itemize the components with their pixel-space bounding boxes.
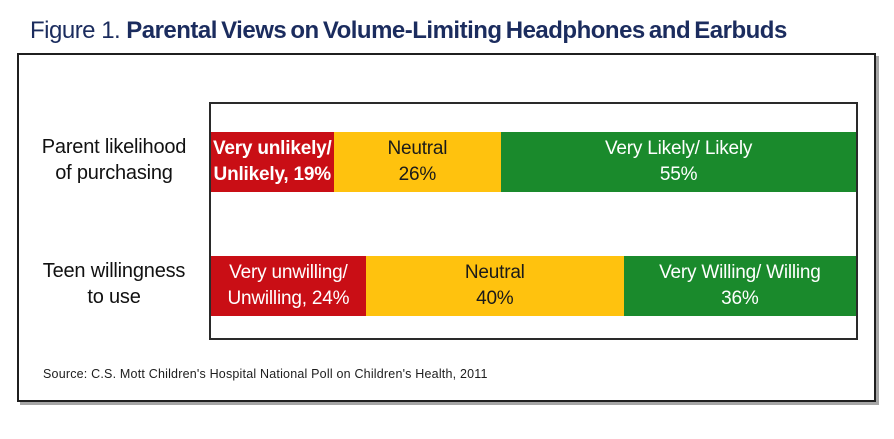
bar-segment-neutral: Neutral 26% [333,132,502,192]
bar-segment-negative: Very unlikely/Unlikely, 19% [211,132,334,192]
segment-label-line: Very Likely/ Likely [605,137,753,159]
category-label-line: to use [87,286,141,308]
figure-label: Figure 1. [30,17,121,44]
category-label: Parent likelihood of purchasing [23,130,205,190]
category-label-line: Teen willingness [42,259,186,282]
bar-segment-negative: Very unwilling/Unwilling, 24% [211,256,366,316]
category-label-line: of purchasing [55,162,173,184]
segment-label-line: Very Willing/ Willing [659,261,821,283]
segment-label-line: Very unlikely/ [212,137,332,159]
source-note: Source: C.S. Mott Children's Hospital Na… [43,367,488,381]
chart-frame: Parent likelihood of purchasing Teen willi… [17,53,876,402]
segment-label-line: Unlikely, 19% [213,164,332,185]
bar-segment-positive: Very Willing/ Willing 36% [623,256,856,316]
segment-label-line: Unwilling, 24% [227,288,350,309]
plot-area: Very unlikely/Unlikely, 19% Neutral 26% Ver… [209,102,858,340]
segment-label-line: 26% [398,164,437,185]
segment-label-line: Neutral [387,137,448,159]
segment-label-line: 40% [476,288,514,309]
segment-label-line: 36% [721,288,759,309]
bar-segment-neutral: Neutral 40% [365,256,624,316]
category-label: Teen willingness to use [23,254,205,314]
bar-segment-positive: Very Likely/ Likely 55% [501,132,856,192]
bar-row: Very unlikely/Unlikely, 19% Neutral 26% Ver… [211,132,856,192]
category-label-line: Parent likelihood [41,135,187,158]
segment-label-line: 55% [659,164,698,185]
bar-row: Very unwilling/Unwilling, 24% Neutral 40% V… [211,256,856,316]
figure-name: Parental Views on Volume-Limiting Headph… [126,17,787,44]
figure-title: Figure 1. Parental Views on Volume-Limiti… [30,17,787,45]
segment-label-line: Neutral [464,261,525,283]
segment-label-line: Very unwilling/ [229,261,348,283]
